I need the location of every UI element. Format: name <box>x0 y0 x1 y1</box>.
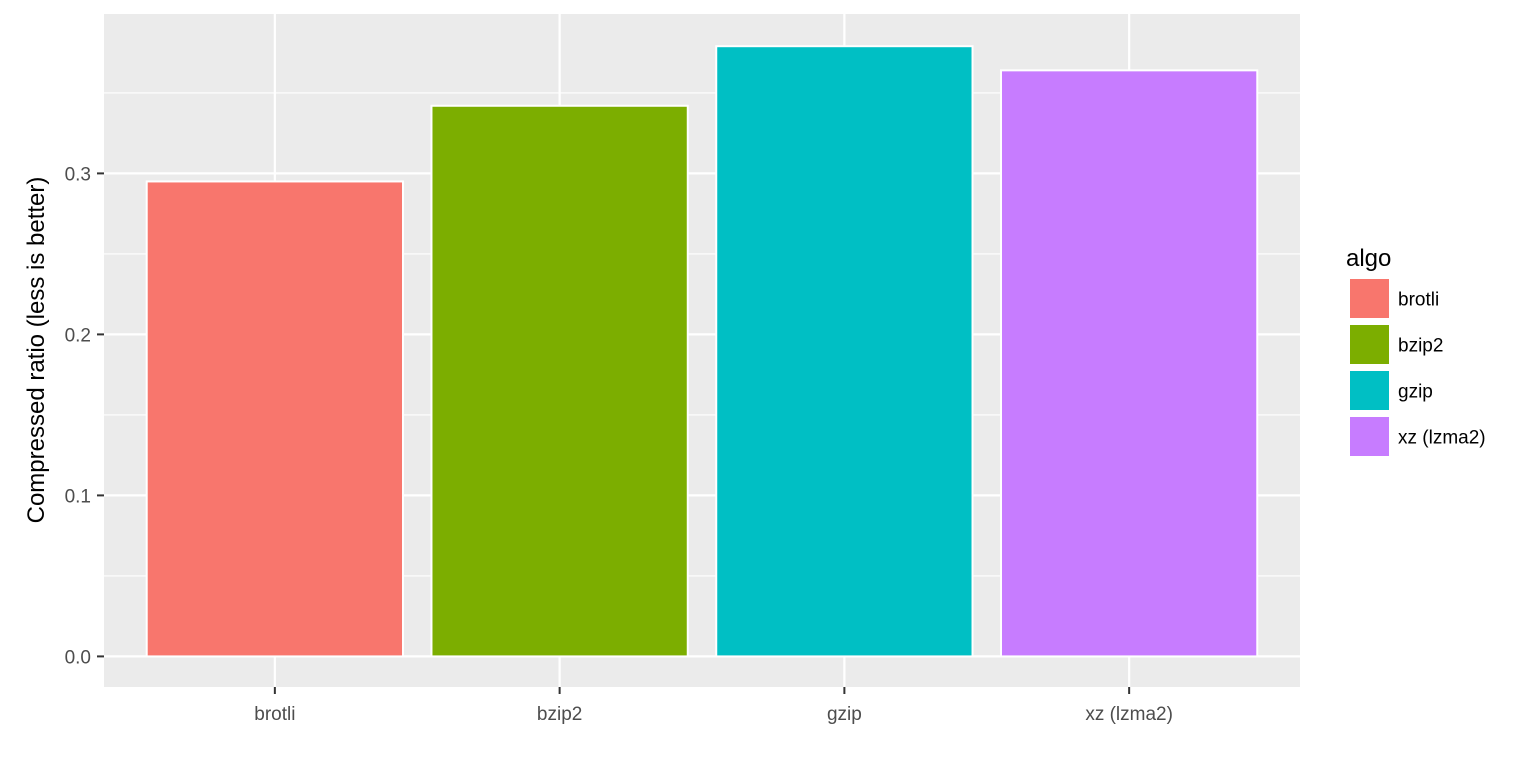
legend-swatch <box>1350 279 1389 318</box>
y-tick-label: 0.3 <box>65 164 91 185</box>
legend-swatch <box>1350 371 1389 410</box>
y-tick-label: 0.0 <box>65 647 91 668</box>
legend-label: xz (lzma2) <box>1398 428 1486 449</box>
y-tick-label: 0.1 <box>65 486 91 507</box>
bar-brotli <box>145 180 404 658</box>
bar-xz-lzma2 <box>1000 69 1259 658</box>
legend-label: brotli <box>1398 290 1439 311</box>
axes: 0.0 0.1 0.2 0.3 brotli bzip2 gzip xz (lzma2) <box>65 164 1173 725</box>
x-tick-label: bzip2 <box>537 704 582 725</box>
legend: algo brotli bzip2 gzip xz (lzma2) <box>1346 245 1486 456</box>
bar-gzip <box>715 45 974 658</box>
legend-swatch <box>1350 325 1389 364</box>
legend-label: gzip <box>1398 382 1433 403</box>
bars <box>145 45 1259 658</box>
x-tick-label: xz (lzma2) <box>1085 704 1173 725</box>
y-axis-title: Compressed ratio (less is better) <box>23 177 50 524</box>
x-tick-label: gzip <box>827 704 862 725</box>
y-tick-label: 0.2 <box>65 325 91 346</box>
legend-title: algo <box>1346 245 1391 272</box>
legend-swatch <box>1350 417 1389 456</box>
bar-bzip2 <box>430 104 689 658</box>
legend-label: bzip2 <box>1398 336 1443 357</box>
x-tick-label: brotli <box>254 704 295 725</box>
